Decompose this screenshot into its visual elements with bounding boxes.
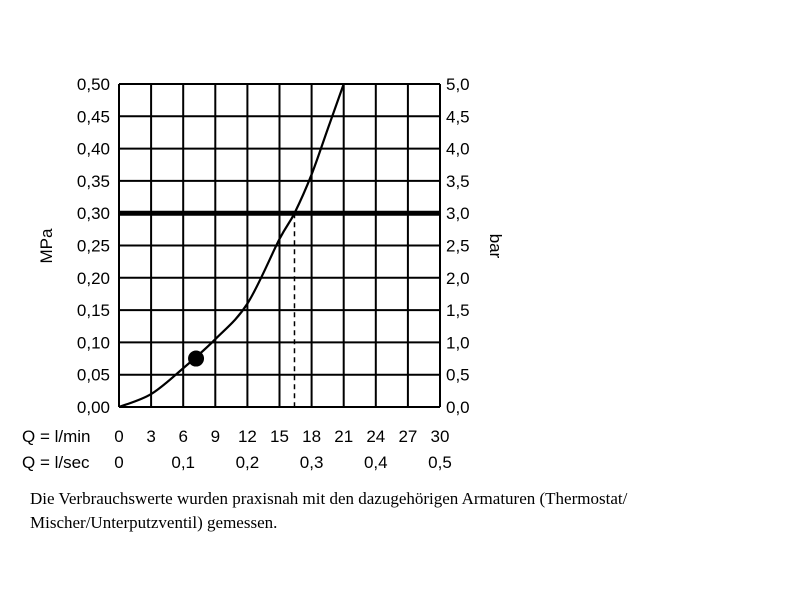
x-tick-label: 0,1 [171, 453, 195, 472]
x-tick-label: 6 [178, 427, 187, 446]
y-left-tick-label: 0,15 [77, 301, 110, 320]
y-left-tick-label: 0,05 [77, 366, 110, 385]
y-right-tick-label: 3,0 [446, 204, 470, 223]
pressure-curve [118, 83, 345, 409]
x-tick-label: 15 [270, 427, 289, 446]
y-right-tick-label: 4,0 [446, 140, 470, 159]
y-left-tick-label: 0,00 [77, 398, 110, 417]
y-right-tick-label: 5,0 [446, 75, 470, 94]
y-right-tick-label: 0,5 [446, 366, 470, 385]
y-left-tick-label: 0,25 [77, 237, 110, 256]
y-left-tick-label: 0,40 [77, 140, 110, 159]
y-right-tick-label: 1,5 [446, 301, 470, 320]
y-left-tick-label: 0,45 [77, 107, 110, 126]
x-axis-label-lmin: Q = l/min [22, 427, 91, 446]
y-left-tick-label: 0,20 [77, 269, 110, 288]
x-tick-label: 27 [398, 427, 417, 446]
x-tick-label: 0,4 [364, 453, 388, 472]
x-tick-label: 24 [366, 427, 385, 446]
x-tick-label: 21 [334, 427, 353, 446]
x-axis-label-lsec: Q = l/sec [22, 453, 90, 472]
y-axis-left-title: MPa [37, 228, 56, 264]
y-axis-right-title: bar [486, 234, 505, 259]
y-left-tick-label: 0,30 [77, 204, 110, 223]
y-right-tick-label: 0,0 [446, 398, 470, 417]
y-left-tick-label: 0,10 [77, 333, 110, 352]
y-left-tick-label: 0,35 [77, 172, 110, 191]
caption-text: Die Verbrauchswerte wurden praxisnah mit… [30, 489, 628, 532]
x-tick-label: 0 [114, 427, 123, 446]
plot-area [118, 83, 440, 409]
x-tick-label: 30 [431, 427, 450, 446]
x-tick-label: 0,2 [236, 453, 260, 472]
tick-labels: 0,000,050,100,150,200,250,300,350,400,45… [77, 75, 470, 472]
y-right-tick-label: 1,0 [446, 333, 470, 352]
x-tick-label: 9 [211, 427, 220, 446]
y-right-tick-label: 2,0 [446, 269, 470, 288]
grid [118, 83, 441, 408]
x-tick-label: 0,3 [300, 453, 324, 472]
y-left-tick-label: 0,50 [77, 75, 110, 94]
x-tick-label: 18 [302, 427, 321, 446]
y-right-tick-label: 4,5 [446, 107, 470, 126]
y-right-tick-label: 2,5 [446, 237, 470, 256]
x-tick-label: 12 [238, 427, 257, 446]
x-tick-label: 0,5 [428, 453, 452, 472]
y-right-tick-label: 3,5 [446, 172, 470, 191]
marker-point [188, 350, 205, 367]
x-tick-label: 0 [114, 453, 123, 472]
x-tick-label: 3 [146, 427, 155, 446]
